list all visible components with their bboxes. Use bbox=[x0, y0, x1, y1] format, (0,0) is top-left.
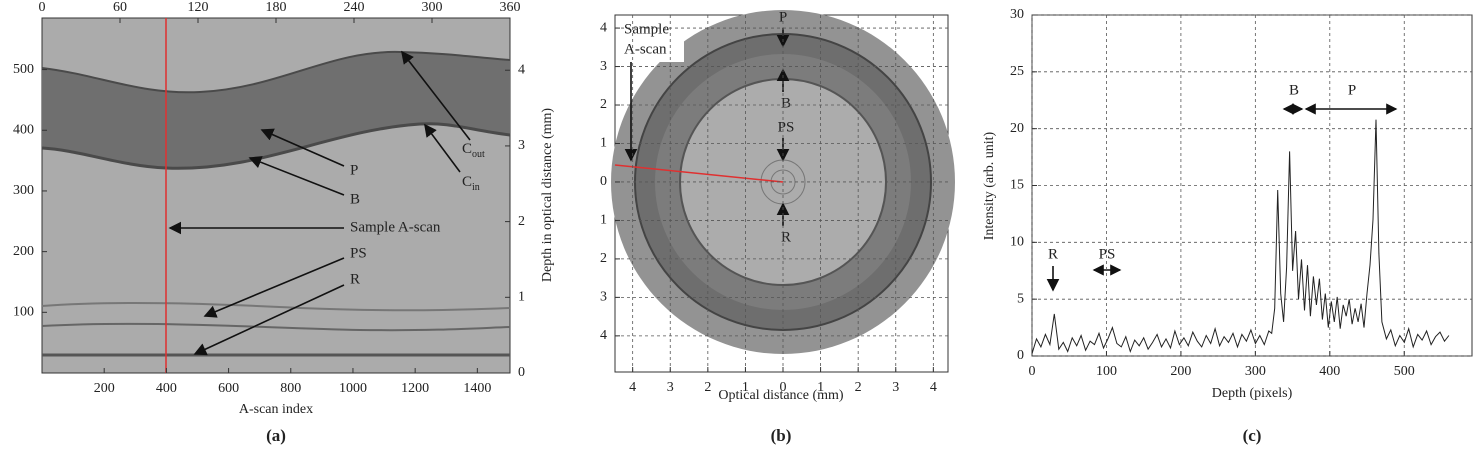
x2-tick-label: 300 bbox=[422, 0, 443, 15]
x-tick-label: 200 bbox=[1170, 364, 1191, 379]
y-tick-label: 10 bbox=[1010, 235, 1024, 250]
y-tick-label: 400 bbox=[13, 122, 34, 137]
y-tick-label: 30 bbox=[1010, 7, 1024, 22]
annotation: R bbox=[350, 271, 360, 287]
y-tick-label: 5 bbox=[1017, 291, 1024, 306]
x-tick-label: 1400 bbox=[463, 381, 491, 396]
annotation: B bbox=[781, 95, 791, 111]
y-tick-label: 15 bbox=[1010, 178, 1024, 193]
arrow bbox=[193, 284, 345, 356]
x-tick-label: 800 bbox=[280, 381, 301, 396]
arrow bbox=[401, 50, 471, 141]
annotation: PS bbox=[350, 245, 367, 261]
y-tick-label: 200 bbox=[13, 244, 34, 259]
annotation: A-scan bbox=[624, 41, 667, 57]
y-tick-label: 0 bbox=[1017, 348, 1024, 363]
annotation: Sample bbox=[624, 21, 669, 37]
y-tick-label: 20 bbox=[1010, 121, 1024, 136]
x-tick-label: 1 bbox=[817, 380, 824, 395]
arrow bbox=[248, 156, 345, 196]
y-tick-label: 25 bbox=[1010, 64, 1024, 79]
arrow bbox=[260, 128, 345, 167]
annotation: R bbox=[1048, 246, 1058, 262]
x-tick-label: 400 bbox=[1319, 364, 1340, 379]
annotation: P bbox=[1348, 82, 1356, 98]
panel-label: (b) bbox=[771, 426, 792, 445]
x-tick-label: 1 bbox=[742, 380, 749, 395]
annotation-sub: out bbox=[472, 149, 485, 160]
data-line bbox=[1031, 119, 1450, 354]
x2-tick-label: 360 bbox=[500, 0, 521, 15]
x-tick-label: 0 bbox=[780, 380, 787, 395]
panel-b-annotations: Sample A-scan P B PS R bbox=[620, 9, 794, 245]
annotation: B bbox=[350, 191, 360, 207]
x-axis-title: Optical distance (mm) bbox=[718, 388, 844, 403]
annotation: Sample A-scan bbox=[350, 219, 441, 235]
x-axis-title: Depth (pixels) bbox=[1212, 386, 1293, 401]
annotation-sub: in bbox=[472, 182, 480, 193]
panel-label: (c) bbox=[1243, 426, 1262, 445]
y2-tick-label: 3 bbox=[518, 138, 525, 153]
annotation: PS bbox=[1099, 246, 1116, 262]
x2-tick-label: 0 bbox=[39, 0, 46, 15]
x2-tick-label: 240 bbox=[344, 0, 365, 15]
panel-label: (a) bbox=[266, 426, 286, 445]
x-tick-label: 0 bbox=[1029, 364, 1036, 379]
y-tick-label: 2 bbox=[600, 97, 607, 112]
x-tick-label: 2 bbox=[855, 380, 862, 395]
x-tick-label: 1000 bbox=[339, 381, 367, 396]
x-tick-label: 300 bbox=[1245, 364, 1266, 379]
x2-tick-label: 60 bbox=[113, 0, 127, 15]
x-tick-label: 3 bbox=[892, 380, 899, 395]
x-tick-label: 1200 bbox=[401, 381, 429, 396]
y2-axis-title: Depth in optical distance (mm) bbox=[540, 108, 555, 283]
x-tick-label: 3 bbox=[667, 380, 674, 395]
y-tick-label: 4 bbox=[600, 20, 607, 35]
y-tick-label: 500 bbox=[13, 62, 34, 77]
annotation: Cout bbox=[462, 141, 485, 160]
x-tick-label: 100 bbox=[1096, 364, 1117, 379]
y2-tick-label: 2 bbox=[518, 214, 525, 229]
y2-tick-label: 4 bbox=[518, 62, 525, 77]
y-tick-label: 100 bbox=[13, 305, 34, 320]
x-tick-label: 200 bbox=[94, 381, 115, 396]
x-tick-label: 4 bbox=[629, 380, 636, 395]
annotation-text: C bbox=[462, 141, 472, 157]
y-tick-label: 4 bbox=[600, 328, 607, 343]
x-tick-label: 600 bbox=[218, 381, 239, 396]
x-tick-label: 2 bbox=[704, 380, 711, 395]
y-tick-label: 300 bbox=[13, 183, 34, 198]
annotation-text: C bbox=[462, 174, 472, 190]
x2-tick-label: 120 bbox=[188, 0, 209, 15]
x-tick-label: 4 bbox=[930, 380, 937, 395]
panel-a-annotations: P B Sample A-scan PS R Cout Cin bbox=[168, 50, 485, 356]
y2-tick-label: 0 bbox=[518, 365, 525, 380]
arrow bbox=[424, 123, 461, 173]
x-tick-label: 500 bbox=[1394, 364, 1415, 379]
annotation: B bbox=[1289, 82, 1299, 98]
y-tick-label: 1 bbox=[600, 213, 607, 228]
y-tick-label: 2 bbox=[600, 251, 607, 266]
y-tick-label: 3 bbox=[600, 59, 607, 74]
annotation: Cin bbox=[462, 174, 480, 193]
annotation: R bbox=[781, 229, 791, 245]
y-axis-title: Intensity (arb. unit) bbox=[982, 131, 997, 240]
y2-tick-label: 1 bbox=[518, 290, 525, 305]
panel-c-annotations: R PS B P bbox=[1046, 82, 1398, 292]
arrow bbox=[203, 257, 345, 318]
x-tick-label: 400 bbox=[156, 381, 177, 396]
annotation: PS bbox=[778, 119, 795, 135]
panel-a-image bbox=[41, 17, 511, 374]
y-tick-label: 3 bbox=[600, 290, 607, 305]
annotation: P bbox=[350, 162, 358, 178]
x2-tick-label: 180 bbox=[266, 0, 287, 15]
x-axis-title: A-scan index bbox=[239, 402, 313, 417]
y-tick-label: 1 bbox=[600, 136, 607, 151]
y-tick-label: 0 bbox=[600, 174, 607, 189]
